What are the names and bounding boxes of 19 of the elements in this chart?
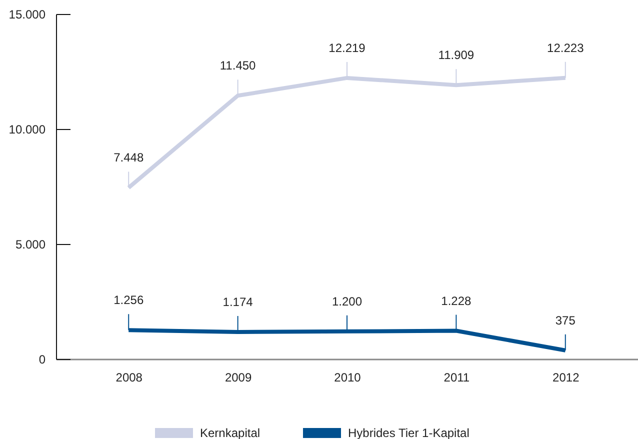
data-label: 11.450: [220, 58, 256, 73]
y-tick-label: 5.000: [15, 238, 46, 252]
x-tick-label: 2010: [334, 370, 362, 384]
x-tick-label: 2009: [224, 370, 252, 384]
data-label: 1.256: [114, 293, 144, 308]
x-tick-label: 2012: [552, 370, 580, 384]
data-label: 12.219: [328, 40, 366, 55]
y-tick-label: 15.000: [8, 8, 46, 22]
x-tick-label: 2011: [444, 370, 470, 384]
x-tick-label: 2008: [116, 370, 143, 384]
data-label: 7.448: [114, 150, 144, 165]
data-label: 1.228: [441, 294, 472, 308]
y-tick-label: 10.000: [8, 122, 46, 136]
data-label: 1.174: [222, 295, 254, 309]
y-tick-label: 0: [38, 352, 46, 366]
data-label: 11.909: [438, 48, 474, 62]
data-label: 375: [555, 313, 576, 328]
data-label: 1.200: [332, 294, 362, 308]
data-label: 12.223: [547, 40, 584, 55]
